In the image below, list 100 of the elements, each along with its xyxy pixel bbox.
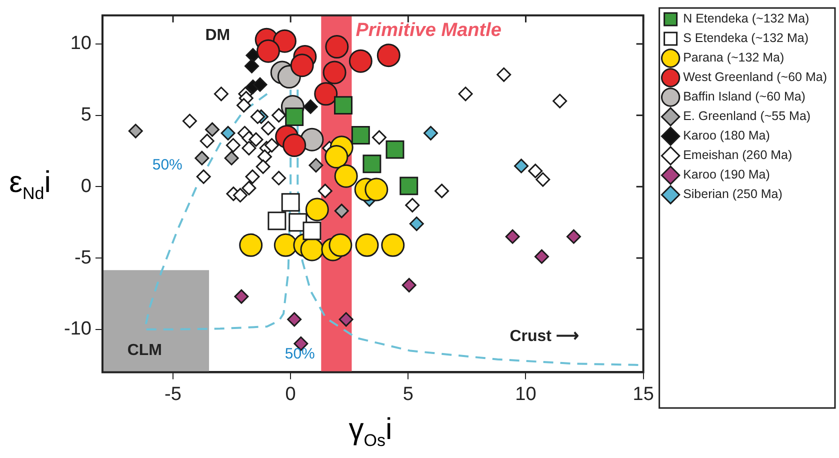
legend-label: Parana (~132 Ma)	[683, 50, 784, 65]
y-tick-label: 0	[80, 176, 92, 197]
point	[362, 154, 382, 174]
y-tick-label: 5	[80, 104, 92, 126]
x-tick-label: 10	[515, 384, 536, 405]
point	[264, 138, 280, 153]
y-axis-title: ε$_{Nd}$i	[8, 165, 52, 205]
point	[194, 150, 210, 166]
point	[282, 134, 306, 158]
point	[505, 229, 520, 244]
annotation: DM	[205, 26, 230, 44]
point	[260, 120, 276, 136]
point	[256, 39, 280, 63]
point	[268, 212, 286, 230]
point	[256, 159, 270, 174]
point	[351, 126, 370, 145]
point	[242, 140, 256, 156]
legend-label: Siberian (250 Ma)	[683, 187, 782, 202]
point	[376, 44, 400, 68]
point	[272, 29, 296, 53]
legend-label: West Greenland (~60 Ma)	[683, 70, 828, 84]
point	[128, 124, 143, 138]
point	[182, 114, 197, 128]
point	[400, 176, 418, 196]
point	[566, 229, 581, 244]
point	[245, 169, 260, 184]
legend-label: E. Greenland (~55 Ma)	[683, 109, 811, 124]
point	[314, 82, 338, 106]
x-tick-label: 0	[285, 384, 296, 405]
point	[239, 233, 263, 257]
point	[381, 233, 405, 257]
point	[434, 184, 450, 198]
point	[334, 164, 358, 188]
annotation: Crust ⟶	[510, 328, 579, 345]
point	[364, 178, 388, 202]
point	[528, 164, 543, 178]
point	[303, 99, 318, 114]
point	[536, 172, 550, 187]
point	[196, 169, 211, 184]
x-tick-label: 15	[632, 384, 654, 405]
point	[290, 54, 314, 78]
point	[325, 35, 349, 59]
y-tick-label: 10	[70, 33, 92, 54]
point	[252, 77, 268, 92]
point	[423, 126, 438, 140]
annotation: 50%	[152, 156, 182, 174]
point	[318, 184, 332, 198]
point	[402, 278, 416, 292]
point	[409, 216, 424, 232]
legend-label: S Etendeka (~132 Ma)	[683, 31, 808, 46]
point	[338, 312, 354, 327]
point	[534, 249, 549, 264]
point	[405, 198, 420, 212]
point	[334, 204, 349, 218]
point	[274, 233, 298, 257]
point	[200, 134, 214, 148]
x-tick-label: 5	[402, 384, 414, 405]
point	[322, 60, 346, 84]
legend-label: Karoo (180 Ma)	[683, 128, 770, 143]
point	[305, 198, 329, 222]
point	[324, 144, 348, 168]
point	[372, 130, 386, 145]
legend-label: N Etendeka (~132 Ma)	[683, 12, 810, 26]
x-tick-label: -5	[164, 384, 182, 405]
x-axis-title: γ$_{Os}$i	[348, 412, 394, 452]
point	[308, 158, 324, 173]
point	[334, 96, 352, 115]
legend-label: Karoo (190 Ma)	[683, 168, 770, 182]
point	[242, 180, 256, 196]
point	[514, 158, 529, 174]
point	[386, 140, 404, 159]
point	[281, 193, 300, 212]
point	[272, 170, 286, 186]
point	[233, 188, 248, 202]
point	[287, 312, 302, 327]
point	[224, 150, 239, 166]
legend-label: Emeishan (260 Ma)	[683, 148, 792, 162]
point	[328, 233, 352, 257]
point	[248, 132, 264, 147]
point	[220, 126, 236, 140]
point	[236, 98, 252, 113]
point	[552, 94, 568, 108]
point	[458, 86, 473, 102]
point	[244, 58, 260, 74]
legend-label: Baffin Island (~60 Ma)	[683, 90, 806, 104]
point	[250, 109, 265, 124]
y-tick-label: -5	[74, 247, 92, 268]
point	[355, 233, 379, 257]
annotation: 50%	[284, 346, 315, 362]
point	[285, 107, 304, 126]
point	[348, 49, 372, 73]
band-label: Primitive Mantle	[356, 20, 502, 42]
point	[214, 86, 228, 102]
y-tick-label: -10	[64, 318, 92, 340]
point	[234, 289, 249, 304]
point	[205, 122, 220, 137]
point	[302, 222, 322, 240]
point	[496, 67, 512, 82]
annotation: CLM	[127, 342, 162, 360]
line-series	[144, 88, 292, 330]
